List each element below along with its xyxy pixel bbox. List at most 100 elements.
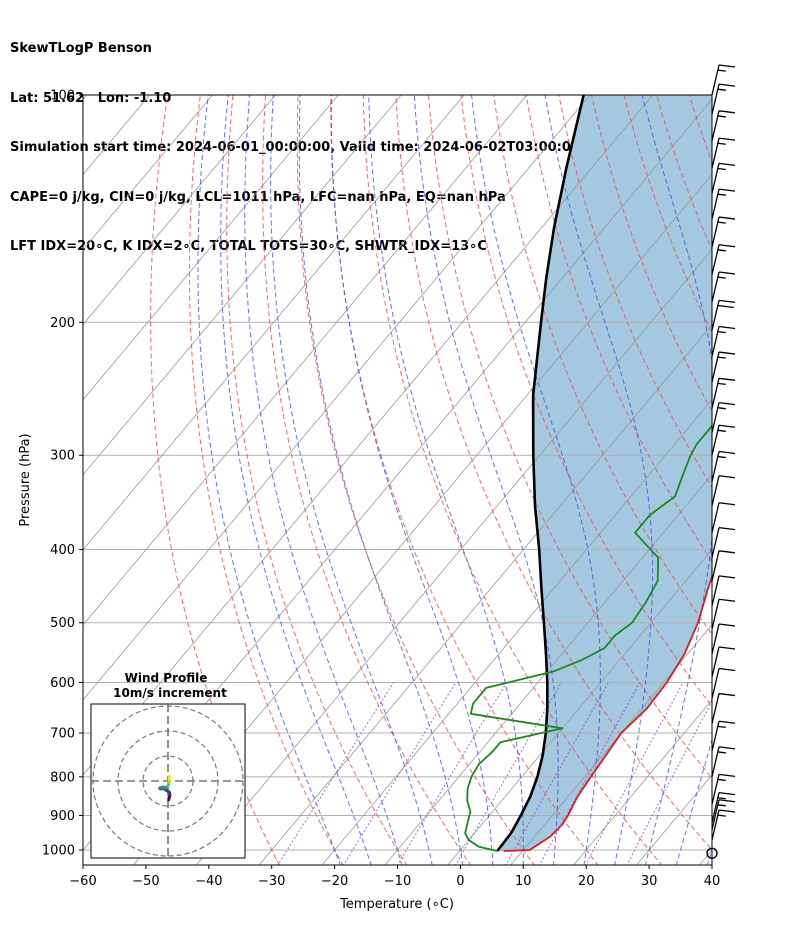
- mixing-ratio-line: [584, 682, 684, 865]
- indices-line-2: LFT IDX=20∘C, K IDX=2∘C, TOTAL TOTS=30∘C…: [10, 239, 487, 254]
- wind-barb: [711, 137, 736, 169]
- moist-adiabat-line: [197, 95, 341, 865]
- cape-shaded-region: [497, 95, 712, 851]
- y-tick-label: 900: [50, 809, 75, 824]
- x-tick-label: 20: [578, 874, 595, 889]
- mixing-ratio-line: [277, 682, 395, 865]
- dry-adiabat-line: [525, 95, 712, 563]
- wind-barb: [711, 720, 736, 752]
- y-tick-label: 400: [50, 543, 75, 558]
- axes: −60 −50 −40 −30 −20 −10 0 10 20 30 40 1000 900 800 700…: [42, 89, 720, 890]
- moist-adiabat-line: [471, 95, 601, 865]
- isotherm-line: [698, 849, 712, 865]
- calm-wind-marker: [706, 847, 718, 859]
- mixing-ratio-line: [342, 682, 457, 865]
- y-tick-label: 800: [50, 770, 75, 785]
- y-tick-label: 200: [50, 316, 75, 331]
- moist-adiabat-line: [298, 95, 464, 865]
- wind-barb: [711, 809, 736, 841]
- isotherm-line: [573, 699, 712, 865]
- indices-line-1: CAPE=0 j/kg, CIN=0 j/kg, LCL=1011 hPa, L…: [10, 189, 506, 205]
- wind-barb: [711, 271, 736, 303]
- x-axis-label: Temperature (∘C): [339, 897, 454, 912]
- wind-barb: [711, 64, 736, 96]
- dry-adiabat-line: [395, 95, 712, 851]
- wind-barb: [711, 692, 736, 724]
- isotherm-line: [83, 95, 402, 476]
- wind-barb: [711, 351, 736, 383]
- moist-adiabat-line: [330, 95, 494, 865]
- dry-adiabat-line: [330, 95, 599, 865]
- times-line: Simulation start time: 2024-06-01_00:00:…: [10, 140, 603, 155]
- wind-barb: [711, 424, 736, 456]
- wind-barb: [711, 216, 736, 248]
- x-tick-label: −10: [384, 874, 411, 889]
- wind-barb: [711, 598, 736, 630]
- dry-adiabat-line: [755, 95, 794, 866]
- mixing-ratio-line: [397, 682, 508, 865]
- moist-adiabat-line: [706, 848, 712, 865]
- y-tick-label: 1000: [42, 844, 75, 859]
- x-tick-label: 40: [704, 874, 721, 889]
- wind-barb: [711, 792, 736, 823]
- wind-barb: [711, 773, 736, 805]
- wind-barb: [711, 502, 736, 533]
- y-tick-label: 500: [50, 616, 75, 631]
- mixing-ratio-line: [538, 682, 641, 865]
- wind-barb: [711, 799, 736, 830]
- chart-header: SkewTLogP Benson Lat: 51.62 Lon: -1.10 S…: [10, 8, 603, 272]
- dry-adiabat-line: [226, 95, 408, 865]
- wind-barb: [711, 325, 736, 357]
- dry-adiabat-line: [188, 95, 344, 865]
- moist-adiabat-line: [368, 95, 524, 865]
- dry-adiabat-line: [150, 95, 280, 865]
- wind-barbs: [706, 64, 736, 859]
- moist-adiabats: [197, 95, 712, 865]
- moist-adiabat-line: [244, 95, 403, 865]
- y-tick-label: 600: [50, 676, 75, 691]
- dry-adiabat-line: [722, 95, 794, 866]
- isotherm-line: [83, 95, 465, 551]
- x-tick-label: 30: [641, 874, 658, 889]
- dry-adiabats: [150, 95, 794, 866]
- wind-barb: [711, 401, 736, 433]
- isotherm-line: [321, 399, 712, 865]
- x-tick-label: −50: [132, 874, 159, 889]
- wind-barb: [711, 83, 736, 115]
- y-tick-label: 700: [50, 727, 75, 742]
- moist-adiabat-line: [413, 95, 559, 865]
- moist-adiabat-line: [641, 95, 712, 865]
- isotherm-line: [258, 323, 712, 865]
- wind-barb: [711, 527, 736, 558]
- wind-barb: [711, 623, 736, 655]
- wind-barb: [711, 746, 736, 777]
- cape-fill-area: [497, 95, 712, 851]
- x-tick-label: −30: [258, 874, 285, 889]
- isotherm-line: [195, 248, 712, 865]
- isotherm-line: [83, 95, 339, 401]
- isotherm-line: [83, 95, 213, 251]
- isotherm-line: [384, 474, 712, 865]
- wind-barb: [711, 244, 736, 275]
- dry-adiabat-line: [262, 95, 472, 865]
- parcel-profile-line: [496, 95, 585, 852]
- wind-barb: [711, 575, 736, 607]
- moist-adiabat-line: [544, 95, 653, 865]
- temperature-profile-line: [503, 574, 712, 852]
- isotherm-line: [83, 95, 87, 101]
- location-line: Lat: 51.62 Lon: -1.10: [10, 90, 172, 106]
- y-tick-label: 100: [50, 89, 75, 104]
- wind-barb: [711, 110, 736, 141]
- mixing-ratio-line: [626, 699, 712, 865]
- wind-barb: [711, 162, 736, 194]
- y-axis-label: Pressure (hPa): [18, 433, 33, 526]
- wind-barb: [711, 667, 736, 699]
- wind-barb: [711, 377, 736, 409]
- wind-barb: [711, 646, 736, 678]
- sounding-profiles: [464, 95, 712, 852]
- wind-barb: [711, 475, 736, 506]
- x-tick-label: −60: [69, 874, 96, 889]
- y-tick-label: 300: [50, 449, 75, 464]
- hodograph-title: Wind Profile: [125, 671, 208, 685]
